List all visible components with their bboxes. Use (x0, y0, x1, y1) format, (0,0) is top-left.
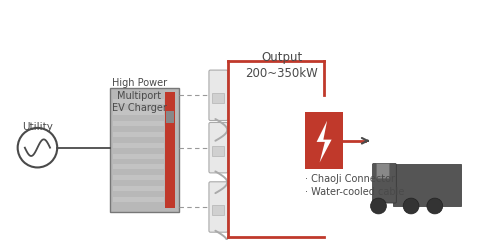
Circle shape (222, 136, 229, 143)
Bar (113, 175, 164, 180)
Bar (212, 205, 224, 215)
FancyBboxPatch shape (209, 182, 228, 232)
Bar (113, 154, 164, 159)
Bar (113, 99, 164, 104)
Bar (113, 186, 164, 191)
Circle shape (222, 189, 229, 196)
Circle shape (403, 198, 419, 214)
Text: Utility: Utility (22, 122, 53, 132)
FancyBboxPatch shape (372, 163, 396, 203)
Circle shape (370, 198, 386, 214)
Bar (113, 197, 164, 202)
Polygon shape (317, 121, 331, 162)
Bar (113, 132, 164, 137)
Bar (110, 88, 179, 212)
Text: · Water-cooled cable: · Water-cooled cable (305, 187, 405, 197)
Bar (165, 92, 175, 208)
FancyBboxPatch shape (209, 70, 228, 120)
Circle shape (427, 198, 443, 214)
Bar (113, 143, 164, 148)
Bar (113, 121, 164, 126)
Bar (212, 146, 224, 156)
Bar (166, 111, 174, 123)
FancyBboxPatch shape (209, 122, 228, 173)
Bar (375, 162, 389, 178)
Text: · ChaoJi Connector: · ChaoJi Connector (305, 174, 395, 184)
Text: Output
200~350kW: Output 200~350kW (245, 51, 318, 80)
Bar (212, 93, 224, 103)
Bar (113, 110, 164, 115)
Text: High Power
Multiport
EV Charger: High Power Multiport EV Charger (112, 79, 167, 113)
Bar (113, 165, 164, 169)
Bar (305, 112, 343, 169)
Bar (393, 165, 460, 206)
